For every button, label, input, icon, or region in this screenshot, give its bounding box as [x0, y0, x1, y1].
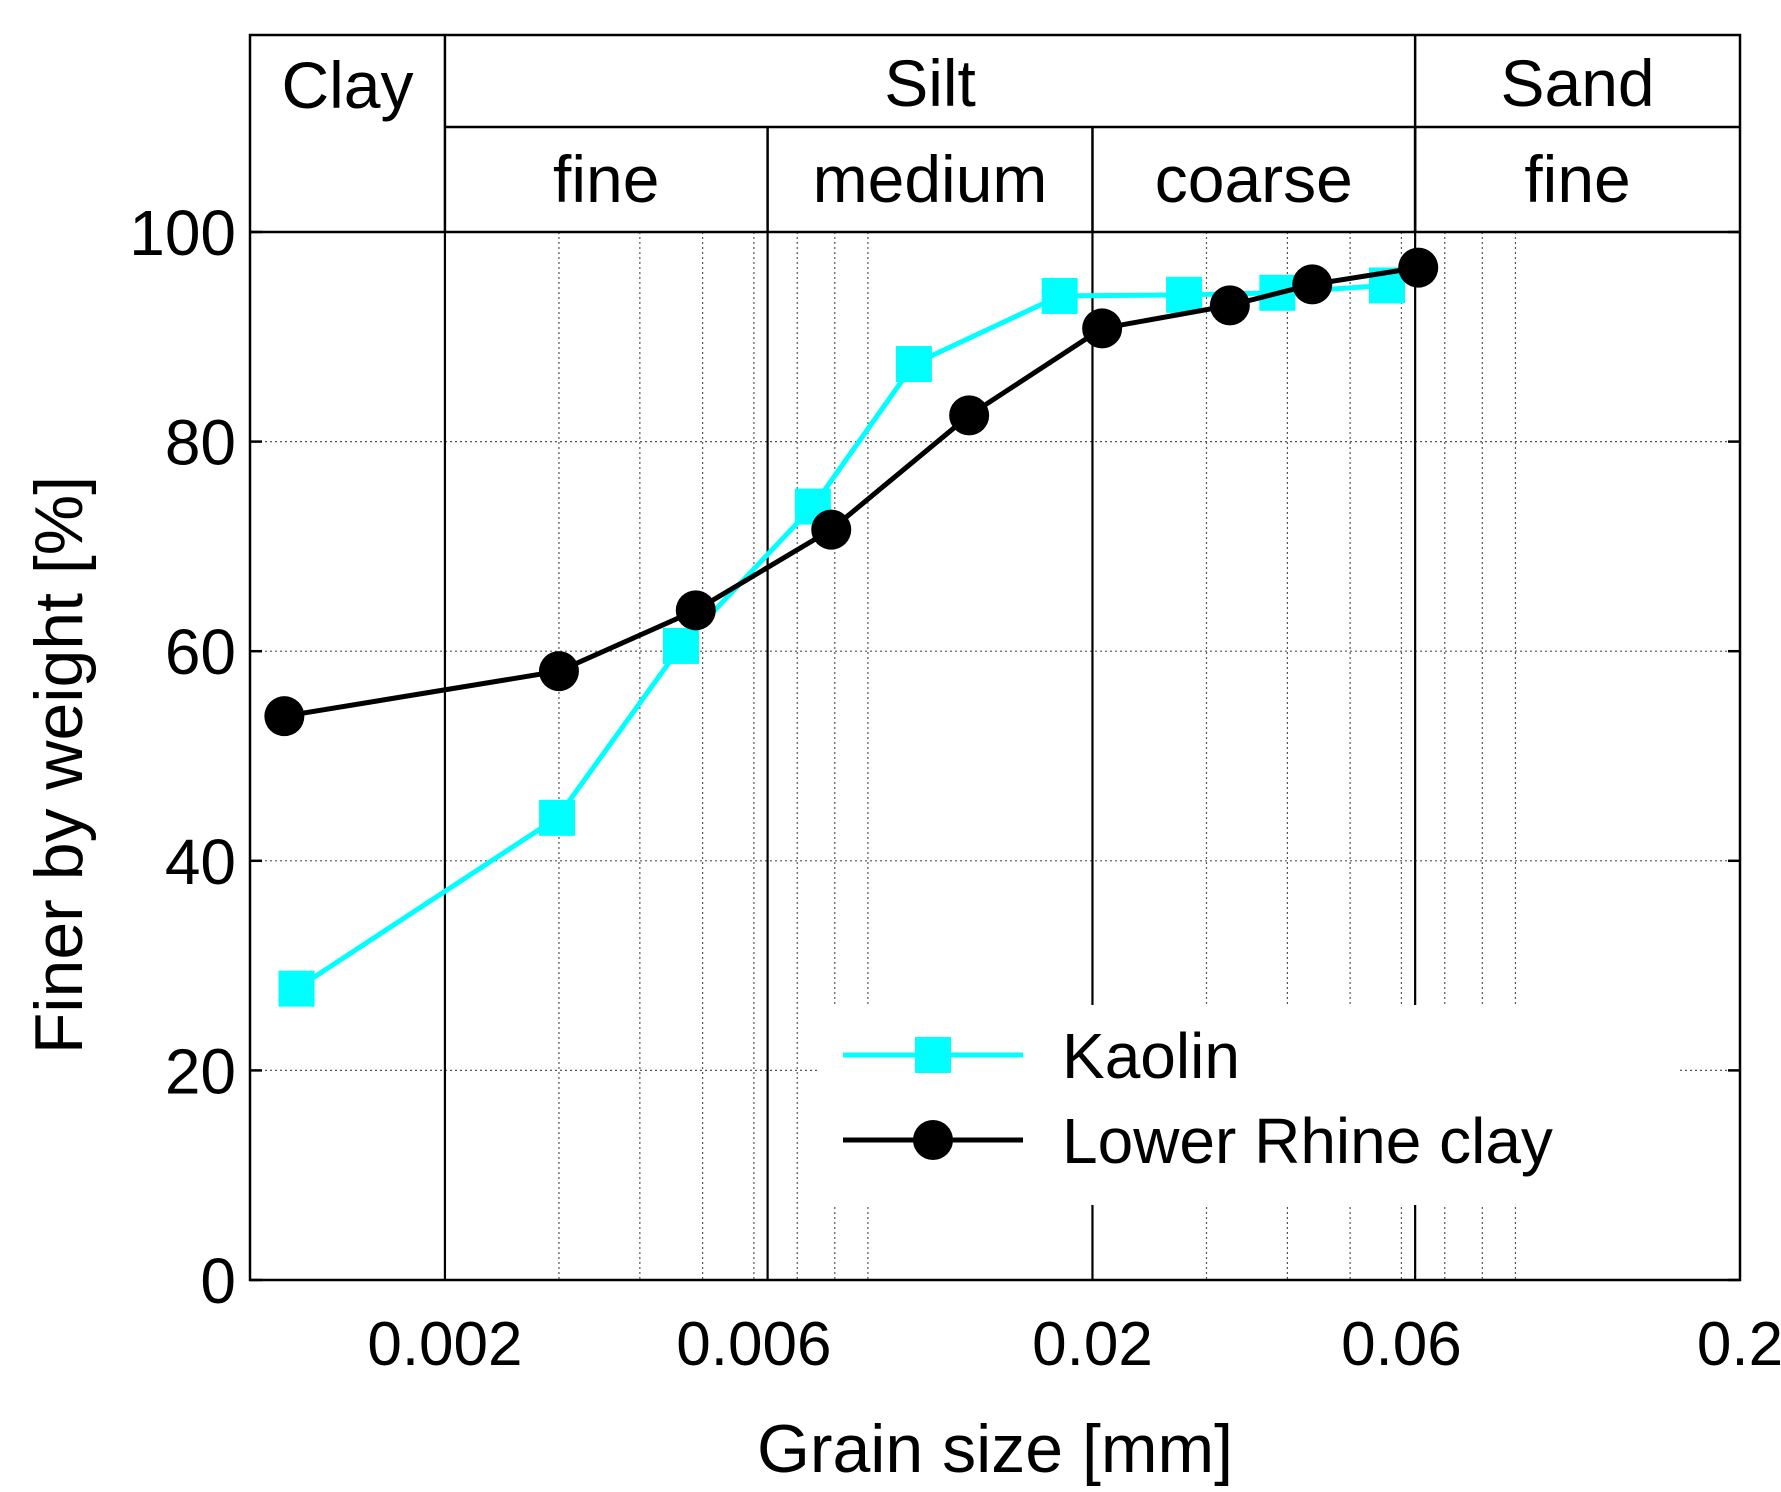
y-tick-label: 40 [165, 826, 236, 898]
data-point-circle [264, 696, 305, 737]
legend-background [820, 1005, 1680, 1205]
data-point-circle [675, 590, 716, 631]
x-tick-label: 0.006 [676, 1310, 831, 1379]
subzone-label-fine: fine [1524, 142, 1630, 216]
y-tick-label: 60 [165, 616, 236, 688]
x-tick-label: 0.02 [1032, 1310, 1153, 1379]
y-tick-label: 0 [200, 1245, 236, 1317]
y-tick-label: 20 [165, 1035, 236, 1107]
data-point-square [662, 627, 699, 664]
data-point-circle [811, 509, 852, 550]
legend-kaolin-marker [915, 1037, 951, 1073]
y-tick-label: 100 [129, 197, 236, 269]
data-point-circle [1082, 308, 1123, 349]
subzone-label-fine: fine [553, 142, 659, 216]
zone-label-clay: Clay [281, 48, 413, 122]
series-kaolin [278, 267, 1405, 1007]
data-point-circle [1398, 247, 1439, 288]
axis-ticks: 0 20 40 60 80 100 0.002 0.006 0.02 0.06 0.2 [129, 197, 1781, 1379]
soil-classification-header: Clay Silt Sand fine medium coarse fine [250, 35, 1740, 234]
zone-label-sand: Sand [1500, 46, 1654, 120]
data-point-circle [1209, 285, 1250, 326]
subzone-label-medium: medium [813, 142, 1048, 216]
data-series [264, 247, 1439, 1007]
x-tick-label: 0.2 [1697, 1310, 1781, 1379]
data-point-square [895, 346, 932, 383]
plot-frame [248, 33, 1742, 1282]
y-tick-label: 80 [165, 407, 236, 479]
legend-rhine-label: Lower Rhine clay [1062, 1105, 1553, 1177]
axes [248, 33, 1742, 1282]
zone-label-silt: Silt [884, 46, 976, 120]
series-lower-rhine-clay [264, 247, 1439, 737]
series-line [283, 265, 1419, 719]
subzone-label-coarse: coarse [1155, 142, 1353, 216]
legend-kaolin-label: Kaolin [1062, 1020, 1240, 1092]
data-point-circle [1292, 264, 1333, 305]
y-axis-title: Finer by weight [%] [21, 476, 97, 1054]
x-tick-label: 0.06 [1341, 1310, 1462, 1379]
data-point-circle [949, 395, 990, 436]
data-point-circle [538, 651, 579, 692]
data-point-square [539, 799, 576, 836]
series-line [295, 282, 1388, 991]
data-point-square [278, 970, 315, 1007]
data-point-square [1041, 277, 1078, 314]
x-tick-label: 0.002 [367, 1310, 522, 1379]
x-axis-title: Grain size [mm] [757, 1411, 1233, 1487]
legend-rhine-marker [913, 1120, 953, 1160]
legend: Kaolin Lower Rhine clay [820, 1005, 1680, 1205]
data-point-square [1166, 276, 1203, 313]
